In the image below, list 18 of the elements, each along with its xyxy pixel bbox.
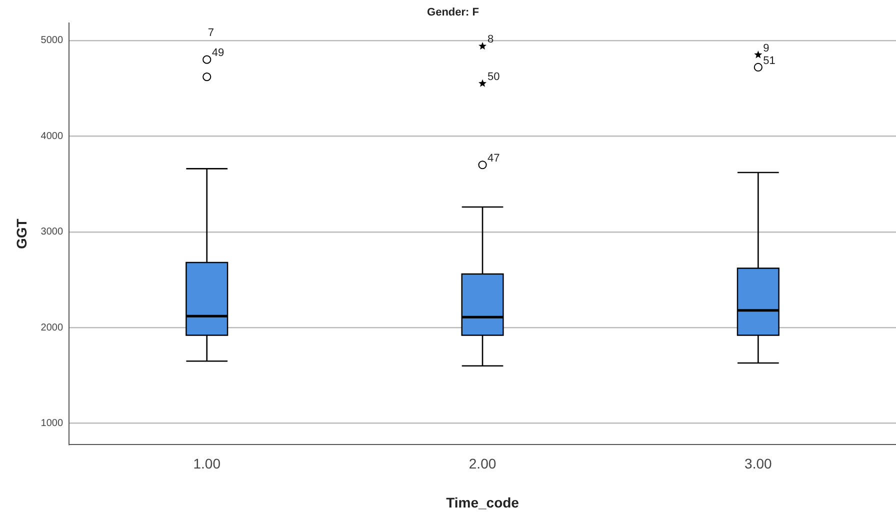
x-axis-title: Time_code — [446, 494, 520, 510]
y-tick-label: 1000 — [40, 418, 64, 430]
x-tick-label: 3.00 — [744, 456, 772, 472]
x-tick-label: 1.00 — [193, 456, 221, 472]
annotation: 9 — [763, 42, 770, 54]
annotation: 7 — [208, 27, 214, 40]
y-tick-label: 3000 — [40, 226, 64, 238]
annotation: 51 — [763, 54, 776, 67]
y-tick-label: 5000 — [40, 35, 64, 46]
annotation: 47 — [488, 152, 500, 164]
annotation: 49 — [212, 47, 224, 60]
y-axis-title: GGT — [13, 218, 30, 249]
y-tick-label: 4000 — [40, 130, 64, 142]
y-tick-label: 2000 — [40, 322, 64, 334]
annotation: 8 — [488, 34, 494, 46]
chart-title: Gender: F — [427, 6, 480, 19]
annotation: 50 — [488, 71, 500, 84]
x-tick-label: 2.00 — [468, 456, 496, 472]
